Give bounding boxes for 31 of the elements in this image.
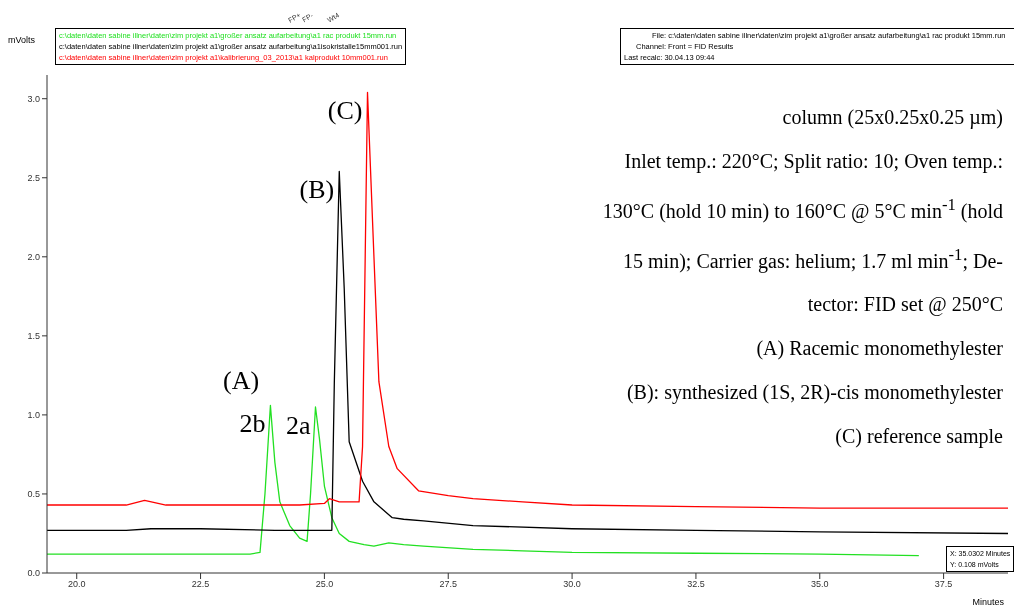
y-tick-label: 2.5 bbox=[27, 172, 40, 183]
annotation: 130°C (hold 10 min) to 160°C @ 5°C min$^{-1}$ (hold bbox=[602, 194, 1003, 225]
annotation: (C) reference sample bbox=[834, 424, 1003, 450]
x-tick-label: 27.5 bbox=[439, 579, 458, 590]
x-tick-label: 32.5 bbox=[687, 579, 705, 590]
y-axis-title: mVolts bbox=[8, 35, 36, 45]
x-tick-label: 20.0 bbox=[67, 579, 86, 590]
y-tick-label: 0.5 bbox=[27, 489, 40, 500]
annotation: 2a bbox=[285, 410, 311, 440]
annotation: (B) bbox=[299, 174, 335, 204]
annotation: (A) bbox=[223, 366, 260, 396]
x-tick-label: 22.5 bbox=[191, 579, 210, 590]
y-tick-label: 2.0 bbox=[27, 252, 40, 262]
x-tick-label: 35.0 bbox=[811, 579, 829, 590]
line-series bbox=[47, 91, 1008, 509]
y-tick-label: 1.0 bbox=[27, 410, 40, 421]
y-tick-label: 3.0 bbox=[27, 93, 40, 104]
annotation: column (25x0.25x0.25 µm) bbox=[781, 105, 1003, 131]
annotation: 2b bbox=[239, 408, 266, 438]
x-tick-label: 30.0 bbox=[563, 579, 581, 590]
x-axis-title: Minutes bbox=[972, 597, 1004, 607]
annotation: Inlet temp.: 220°C; Split ratio: 10; Oven temp.: bbox=[623, 149, 1003, 175]
annotation: (A) Racemic monomethylester bbox=[755, 336, 1003, 362]
annotation: (C) bbox=[327, 95, 363, 125]
y-tick-label: 1.5 bbox=[27, 331, 40, 342]
x-tick-label: 37.5 bbox=[934, 579, 953, 590]
annotation: (B): synthesized (1S, 2R)-cis monomethylester bbox=[625, 380, 1003, 406]
annotation: tector: FID set @ 250°C bbox=[806, 292, 1003, 318]
y-tick-label: 0.0 bbox=[27, 568, 40, 579]
annotation: 15 min); Carrier gas: helium; 1.7 ml min$^{-1}$; De- bbox=[622, 243, 1003, 275]
x-tick-label: 25.0 bbox=[315, 579, 334, 590]
